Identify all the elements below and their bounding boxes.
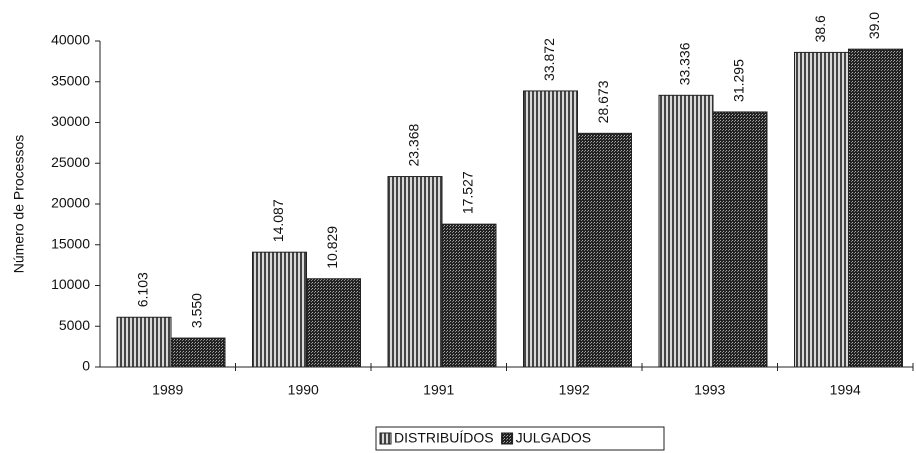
value-label: 23.368 [406, 124, 422, 167]
y-tick-label: 30000 [51, 113, 90, 129]
x-tick-label: 1994 [830, 382, 861, 398]
bar [252, 251, 307, 368]
x-tick-label: 1992 [559, 382, 590, 398]
bar [441, 223, 497, 368]
legend-swatch [501, 432, 514, 445]
legend-label: DISTRIBUÍDOS [394, 430, 494, 446]
y-tick-label: 0 [82, 358, 90, 374]
x-tick-label: 1989 [152, 382, 183, 398]
value-label: 14.087 [270, 199, 286, 242]
value-label: 28.673 [595, 80, 611, 123]
bar [170, 337, 226, 368]
bar [848, 48, 903, 368]
y-tick-label: 10000 [51, 276, 90, 292]
y-tick-label: 35000 [51, 72, 90, 88]
value-label: 3.550 [189, 293, 205, 328]
bar [712, 111, 768, 368]
bar [658, 94, 714, 368]
value-label: 39.0 [866, 12, 882, 39]
x-tick-label: 1990 [288, 382, 319, 398]
bar [794, 51, 849, 368]
bar [306, 278, 361, 368]
legend-label: JULGADOS [516, 430, 591, 446]
value-label: 33.336 [677, 42, 693, 85]
bar [387, 176, 443, 368]
bar [523, 90, 578, 368]
y-tick-label: 15000 [51, 235, 90, 251]
x-tick-label: 1991 [423, 382, 454, 398]
y-tick-label: 40000 [51, 32, 90, 48]
legend-box [375, 426, 665, 451]
legend-swatch [379, 432, 392, 445]
value-label: 38.6 [812, 15, 828, 42]
value-label: 6.103 [135, 272, 151, 307]
bar [116, 316, 172, 368]
value-label: 17.527 [460, 171, 476, 214]
y-tick-label: 25000 [51, 154, 90, 170]
y-tick-label: 20000 [51, 195, 90, 211]
y-tick-label: 5000 [59, 317, 90, 333]
bar [577, 132, 632, 368]
x-tick-label: 1993 [694, 382, 725, 398]
value-label: 31.295 [731, 59, 747, 102]
y-axis-label: Número de Processos [11, 135, 27, 274]
value-label: 10.829 [324, 226, 340, 269]
value-label: 33.872 [541, 38, 557, 81]
